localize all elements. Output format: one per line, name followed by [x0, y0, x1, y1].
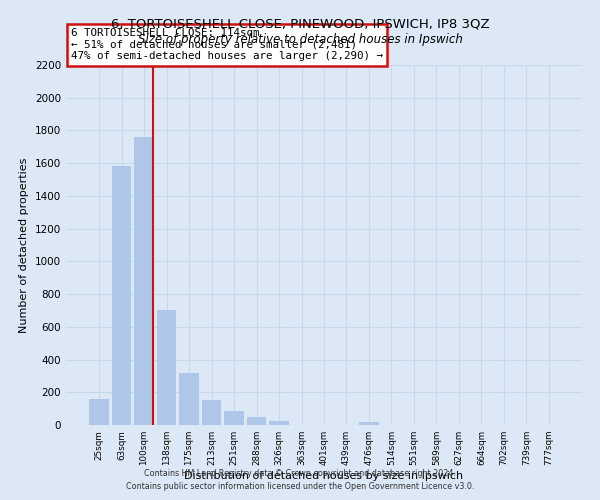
Bar — [247, 417, 266, 425]
Text: Contains public sector information licensed under the Open Government Licence v3: Contains public sector information licen… — [126, 482, 474, 491]
Bar — [224, 411, 244, 425]
Bar — [89, 399, 109, 425]
Bar — [112, 166, 131, 425]
Text: Size of property relative to detached houses in Ipswich: Size of property relative to detached ho… — [137, 32, 463, 46]
Bar — [269, 421, 289, 425]
Text: Contains HM Land Registry data © Crown copyright and database right 2024.: Contains HM Land Registry data © Crown c… — [144, 469, 456, 478]
Text: 6, TORTOISESHELL CLOSE, PINEWOOD, IPSWICH, IP8 3QZ: 6, TORTOISESHELL CLOSE, PINEWOOD, IPSWIC… — [110, 18, 490, 30]
Bar — [202, 400, 221, 425]
X-axis label: Distribution of detached houses by size in Ipswich: Distribution of detached houses by size … — [184, 471, 464, 481]
Y-axis label: Number of detached properties: Number of detached properties — [19, 158, 29, 332]
Bar — [359, 422, 379, 425]
Bar — [179, 374, 199, 425]
Bar — [134, 137, 154, 425]
Text: 6 TORTOISESHELL CLOSE: 114sqm
← 51% of detached houses are smaller (2,481)
47% o: 6 TORTOISESHELL CLOSE: 114sqm ← 51% of d… — [71, 28, 383, 62]
Bar — [157, 310, 176, 425]
